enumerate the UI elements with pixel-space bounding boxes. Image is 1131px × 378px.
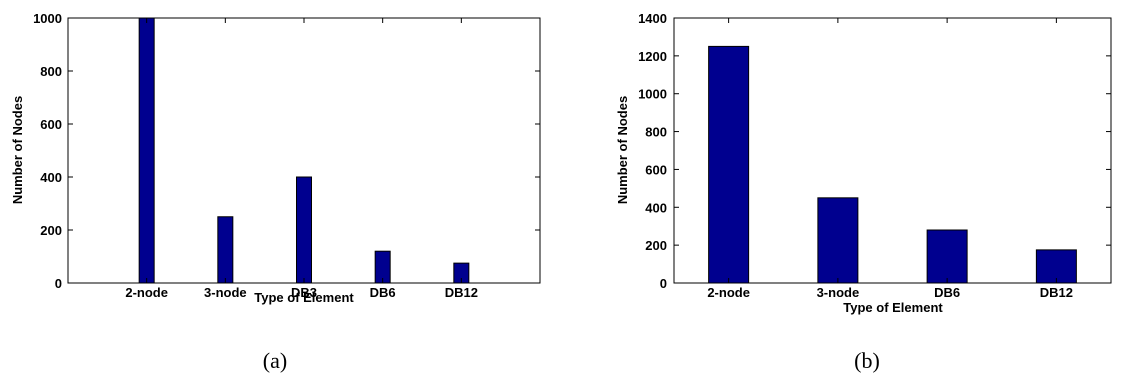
chart-a-x-tick-label: 2-node bbox=[125, 285, 168, 300]
chart-a-y-tick-label: 200 bbox=[40, 223, 62, 238]
chart-b-x-tick-label: DB6 bbox=[934, 285, 960, 300]
chart-a-y-tick-label: 1000 bbox=[33, 11, 62, 26]
chart-a-x-tick-label: 3-node bbox=[204, 285, 247, 300]
chart-b-y-tick-label: 1000 bbox=[638, 87, 667, 102]
chart-b-y-tick-label: 0 bbox=[660, 276, 667, 291]
chart-a-y-tick-label: 0 bbox=[55, 276, 62, 291]
chart-b-plot-frame bbox=[673, 17, 1112, 284]
chart-b-y-tick-label: 200 bbox=[645, 238, 667, 253]
chart-b-x-tick-label: 2-node bbox=[707, 285, 750, 300]
chart-b: Type of Element Number of Nodes (b) 0 200… bbox=[615, 11, 1112, 373]
chart-b-x-tick-label: 3-node bbox=[817, 285, 860, 300]
chart-b-bar-3-node bbox=[817, 197, 859, 284]
chart-a-x-tick-label: DB3 bbox=[291, 285, 317, 300]
chart-b-y-tick-label: 1200 bbox=[638, 49, 667, 64]
chart-b-bar-2-node bbox=[708, 45, 750, 284]
chart-b-y-tick-label: 400 bbox=[645, 200, 667, 215]
chart-a-bar-3-node bbox=[217, 216, 234, 284]
chart-a-bar-db3 bbox=[296, 176, 312, 284]
chart-b-y-tick-label: 1400 bbox=[638, 11, 667, 26]
chart-b-caption: (b) bbox=[854, 348, 880, 373]
chart-a-x-tick-label: DB6 bbox=[370, 285, 396, 300]
chart-b-x-axis-title: Type of Element bbox=[843, 300, 943, 315]
chart-a-bar-2-node bbox=[138, 17, 155, 284]
chart-a-caption: (a) bbox=[263, 348, 287, 373]
chart-a: Type of Element Number of Nodes (a) 0 200… bbox=[10, 11, 541, 373]
chart-a-y-tick-label: 400 bbox=[40, 170, 62, 185]
chart-a-x-axis-title: Type of Element bbox=[254, 290, 354, 305]
chart-b-y-axis-title: Number of Nodes bbox=[615, 96, 630, 204]
chart-b-y-tick-label: 600 bbox=[645, 162, 667, 177]
chart-b-y-tick-label: 800 bbox=[645, 125, 667, 140]
chart-a-y-axis-title: Number of Nodes bbox=[10, 96, 25, 204]
chart-b-bar-db6 bbox=[926, 229, 968, 284]
chart-a-x-tick-label: DB12 bbox=[445, 285, 478, 300]
chart-a-y-tick-label: 800 bbox=[40, 64, 62, 79]
chart-a-y-tick-label: 600 bbox=[40, 117, 62, 132]
chart-b-bar-db12 bbox=[1035, 249, 1077, 284]
chart-b-x-tick-label: DB12 bbox=[1040, 285, 1073, 300]
